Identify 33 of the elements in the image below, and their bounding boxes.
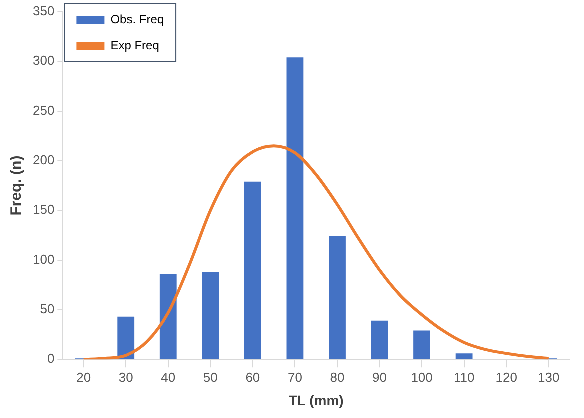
y-tick-label: 0 <box>47 351 55 366</box>
bar <box>371 320 388 360</box>
y-tick-label: 100 <box>32 252 55 267</box>
bar <box>160 274 177 360</box>
x-tick-label: 50 <box>203 370 218 385</box>
y-axis-title: Freq. (n) <box>8 156 26 216</box>
y-tick-label: 350 <box>32 4 55 19</box>
x-tick-label: 130 <box>538 370 560 385</box>
legend-label: Obs. Freq <box>110 12 164 26</box>
x-tick-label: 90 <box>372 370 387 385</box>
bar <box>118 316 135 360</box>
bar <box>202 272 220 360</box>
x-tick-label: 20 <box>76 370 92 385</box>
bar <box>286 58 304 360</box>
y-tick-label: 200 <box>32 152 55 168</box>
bar <box>456 354 473 360</box>
y-tick-label: 150 <box>32 202 55 218</box>
x-tick-label: 100 <box>411 370 433 385</box>
bar <box>414 330 430 360</box>
legend-label: Exp Freq <box>110 38 160 52</box>
x-axis-title: TL (mm) <box>288 392 344 408</box>
x-tick-label: 80 <box>330 370 345 385</box>
x-tick-label: 40 <box>161 370 176 385</box>
x-tick-label: 120 <box>496 370 518 385</box>
x-tick-label: 110 <box>454 370 475 385</box>
y-tick-label: 50 <box>40 302 55 317</box>
bar <box>329 236 346 360</box>
bar <box>244 182 262 360</box>
y-tick-label: 250 <box>32 102 55 118</box>
x-tick-label: 70 <box>288 370 302 385</box>
x-tick-label: 30 <box>118 370 134 385</box>
x-tick-label: 60 <box>246 370 260 385</box>
y-tick-label: 300 <box>32 53 55 68</box>
